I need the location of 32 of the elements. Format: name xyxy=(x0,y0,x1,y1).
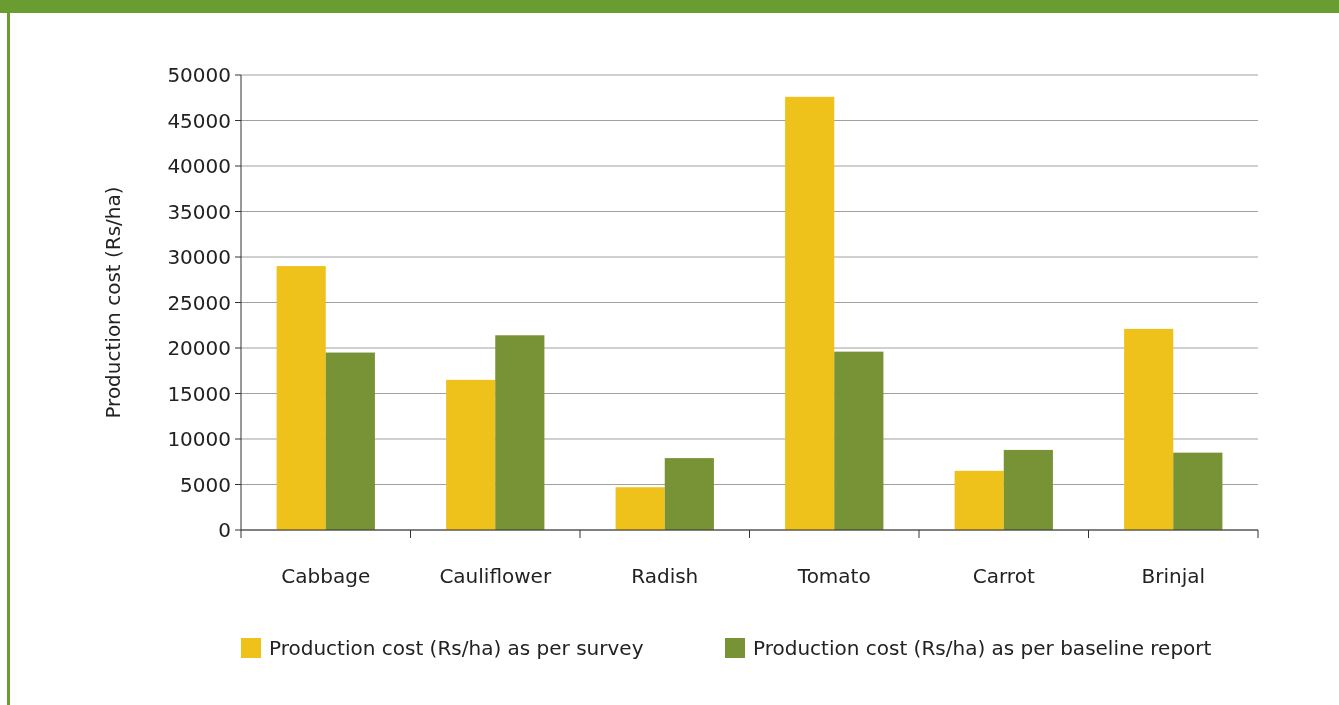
bar xyxy=(785,96,835,530)
y-tick-label: 35000 xyxy=(167,199,231,224)
y-tick-label: 25000 xyxy=(167,290,231,315)
y-tick-label: 50000 xyxy=(167,63,231,87)
bar xyxy=(664,458,714,530)
x-tick-label: Radish xyxy=(631,564,699,588)
y-tick-label: 20000 xyxy=(167,336,231,360)
bar xyxy=(615,487,665,530)
bar xyxy=(495,335,545,530)
y-tick-label: 45000 xyxy=(167,108,231,133)
y-tick-label: 15000 xyxy=(167,381,231,406)
y-axis-title: Production cost (Rs/ha) xyxy=(101,186,125,419)
bar xyxy=(1003,449,1053,530)
bar xyxy=(325,352,375,530)
y-tick-label: 0 xyxy=(218,518,231,542)
legend-label: Production cost (Rs/ha) as per survey xyxy=(269,636,644,660)
bar xyxy=(954,470,1004,530)
x-tick-label: Brinjal xyxy=(1141,564,1206,588)
legend-label: Production cost (Rs/ha) as per baseline report xyxy=(753,636,1212,660)
x-tick-label: Tomato xyxy=(796,564,871,588)
y-tick-label: 40000 xyxy=(167,154,231,178)
bar xyxy=(834,351,884,530)
bar xyxy=(1124,328,1174,530)
bar xyxy=(1173,452,1223,530)
bar xyxy=(446,379,496,530)
y-tick-label: 5000 xyxy=(180,472,231,497)
x-tick-label: Carrot xyxy=(972,564,1035,588)
bar xyxy=(276,266,326,530)
y-tick-label: 10000 xyxy=(167,427,231,451)
x-tick-label: Cauliflower xyxy=(439,564,552,588)
x-tick-label: Cabbage xyxy=(281,564,371,588)
y-tick-label: 30000 xyxy=(167,245,231,269)
